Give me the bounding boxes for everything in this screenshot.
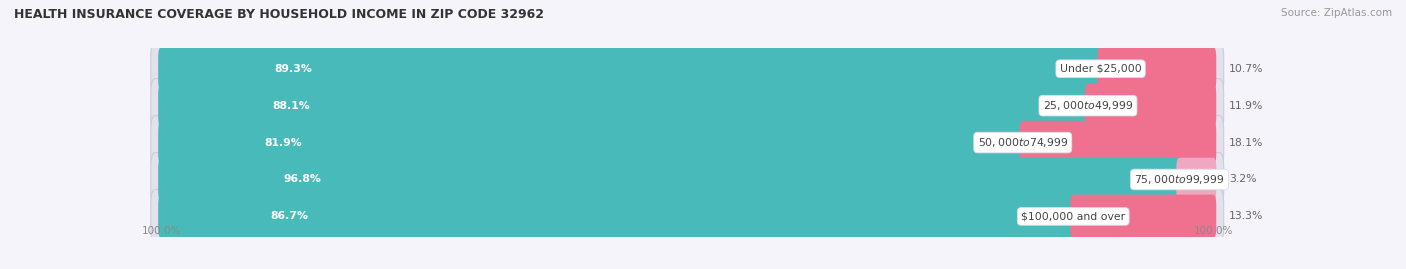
FancyBboxPatch shape bbox=[150, 79, 1223, 133]
FancyBboxPatch shape bbox=[1070, 195, 1216, 238]
FancyBboxPatch shape bbox=[150, 116, 1223, 169]
Text: 88.1%: 88.1% bbox=[273, 101, 311, 111]
Text: 89.3%: 89.3% bbox=[274, 64, 312, 74]
FancyBboxPatch shape bbox=[157, 84, 1091, 128]
Text: $75,000 to $99,999: $75,000 to $99,999 bbox=[1135, 173, 1225, 186]
Text: 13.3%: 13.3% bbox=[1229, 211, 1263, 221]
FancyBboxPatch shape bbox=[150, 153, 1223, 206]
FancyBboxPatch shape bbox=[157, 158, 1182, 201]
Text: Under $25,000: Under $25,000 bbox=[1060, 64, 1142, 74]
FancyBboxPatch shape bbox=[1085, 84, 1216, 128]
FancyBboxPatch shape bbox=[1177, 158, 1216, 201]
Text: 100.0%: 100.0% bbox=[142, 226, 181, 236]
Text: $100,000 and over: $100,000 and over bbox=[1021, 211, 1125, 221]
Text: $50,000 to $74,999: $50,000 to $74,999 bbox=[977, 136, 1069, 149]
FancyBboxPatch shape bbox=[157, 47, 1104, 90]
FancyBboxPatch shape bbox=[157, 195, 1077, 238]
Text: 3.2%: 3.2% bbox=[1229, 175, 1257, 185]
FancyBboxPatch shape bbox=[1019, 121, 1216, 164]
FancyBboxPatch shape bbox=[150, 189, 1223, 243]
Text: 18.1%: 18.1% bbox=[1229, 137, 1263, 148]
Text: 100.0%: 100.0% bbox=[1194, 226, 1233, 236]
Text: $25,000 to $49,999: $25,000 to $49,999 bbox=[1043, 99, 1133, 112]
Text: HEALTH INSURANCE COVERAGE BY HOUSEHOLD INCOME IN ZIP CODE 32962: HEALTH INSURANCE COVERAGE BY HOUSEHOLD I… bbox=[14, 8, 544, 21]
Text: 11.9%: 11.9% bbox=[1229, 101, 1263, 111]
FancyBboxPatch shape bbox=[150, 42, 1223, 96]
Text: 81.9%: 81.9% bbox=[264, 137, 302, 148]
Text: Source: ZipAtlas.com: Source: ZipAtlas.com bbox=[1281, 8, 1392, 18]
Text: 86.7%: 86.7% bbox=[271, 211, 309, 221]
FancyBboxPatch shape bbox=[1098, 47, 1216, 90]
Text: 96.8%: 96.8% bbox=[284, 175, 322, 185]
Text: 10.7%: 10.7% bbox=[1229, 64, 1264, 74]
Legend: With Coverage, Without Coverage: With Coverage, Without Coverage bbox=[582, 264, 824, 269]
FancyBboxPatch shape bbox=[157, 121, 1026, 164]
